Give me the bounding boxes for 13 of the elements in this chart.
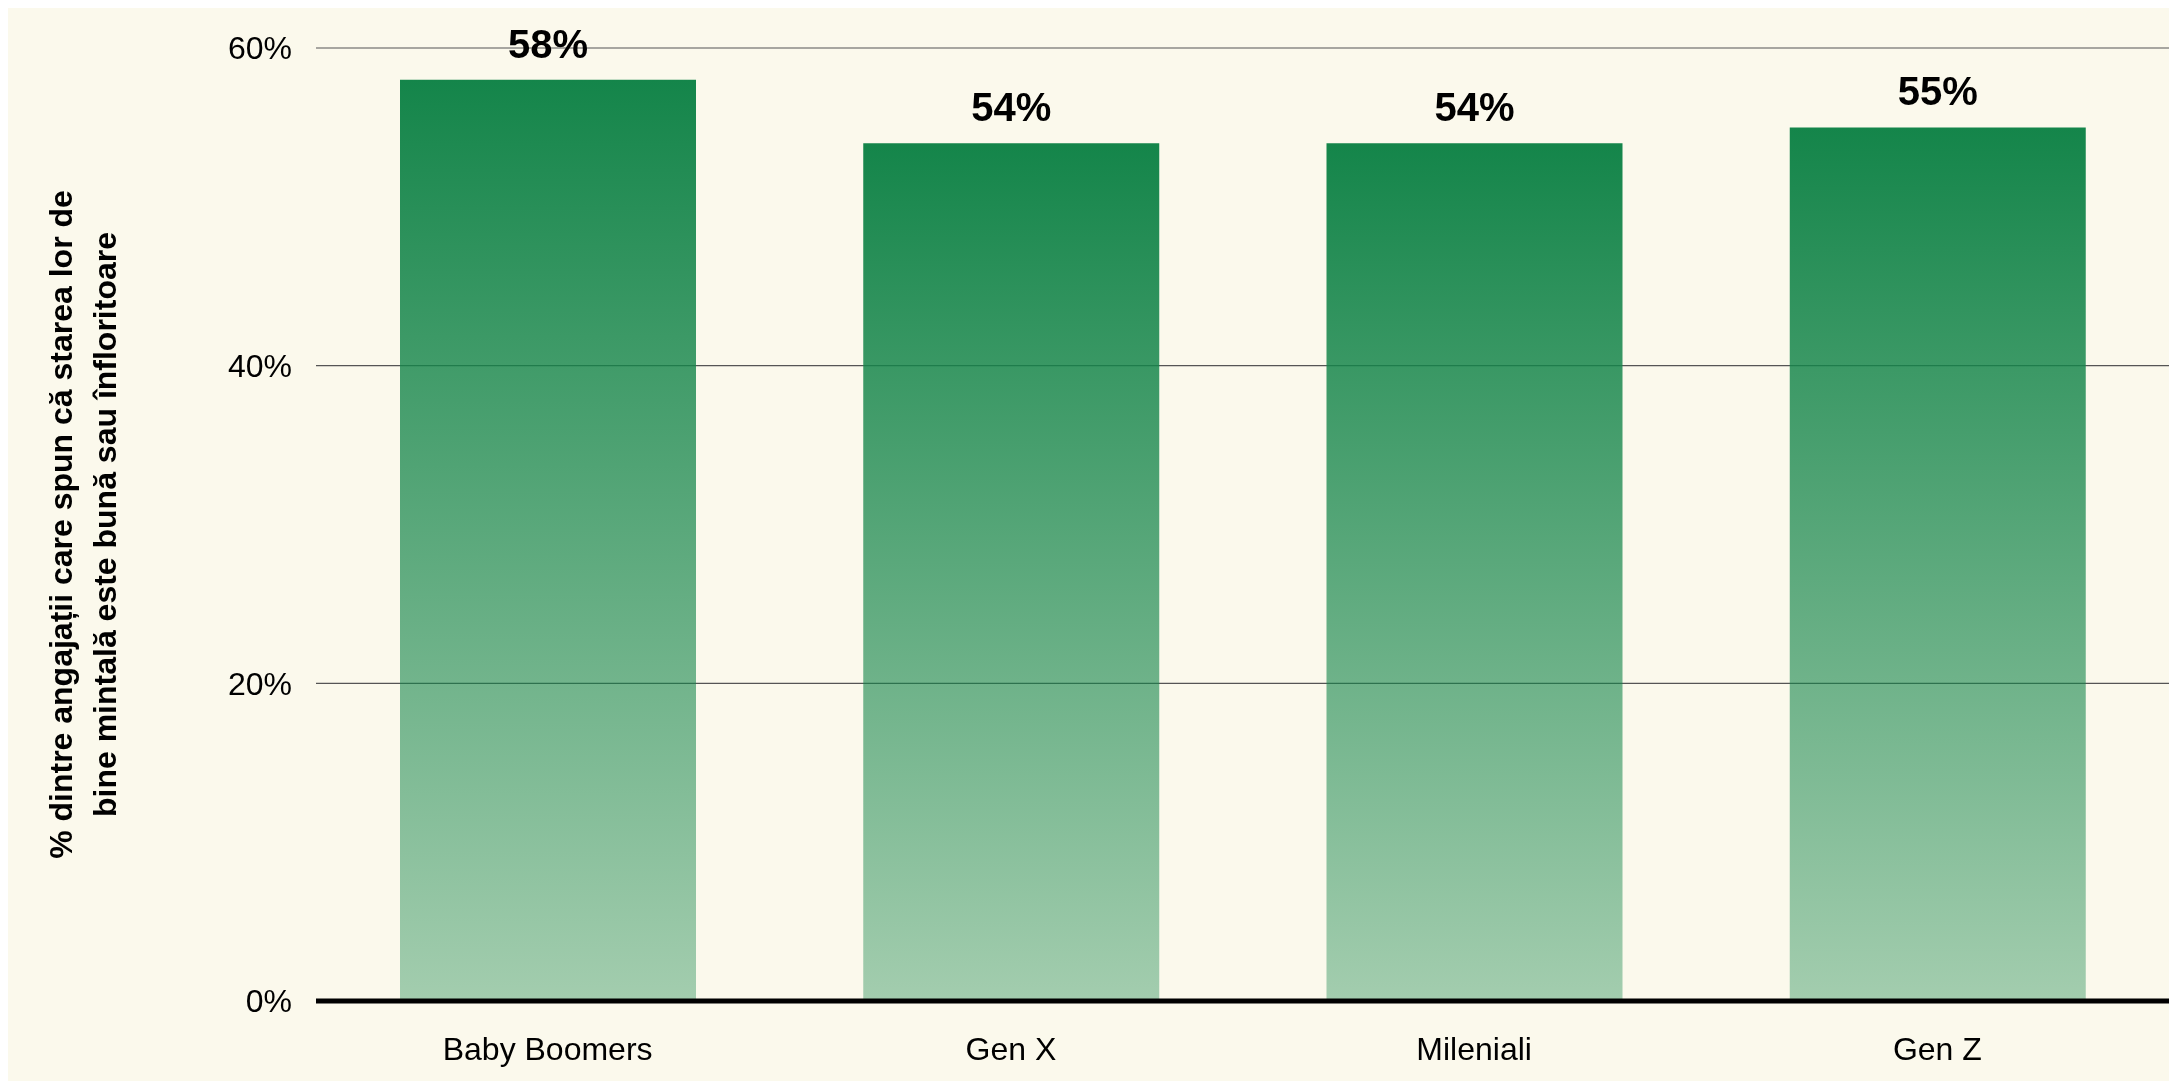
y-tick-label: 0%	[245, 983, 292, 1020]
data-label: 55%	[1897, 69, 1978, 114]
x-tick-label: Baby Boomers	[442, 1030, 653, 1067]
y-tick-label: 60%	[227, 30, 292, 67]
x-tick-label: Gen X	[965, 1030, 1057, 1067]
x-tick-label: Gen Z	[1892, 1030, 1982, 1067]
y-axis-title: % dintre angajații care spun că starea lor de bine mintală este bună sau înfloritoare	[43, 190, 123, 859]
y-tick-label: 40%	[227, 348, 292, 385]
data-label: 58%	[507, 21, 589, 66]
data-label: 54%	[971, 85, 1052, 130]
data-label: 54%	[1434, 85, 1515, 130]
x-tick-label: Mileniali	[1416, 1030, 1532, 1067]
y-tick-label: 20%	[227, 665, 292, 702]
